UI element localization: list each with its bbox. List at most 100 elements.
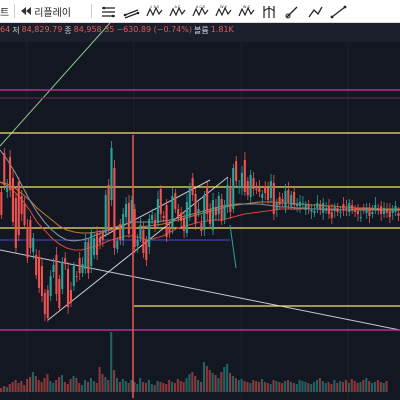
candle (58, 279, 61, 308)
volume-bar (249, 383, 252, 392)
volume-bar (379, 382, 382, 392)
candle (339, 212, 342, 213)
volume-bar (17, 383, 20, 392)
volume-bar (368, 381, 371, 392)
elliott-triangle-abcde-icon[interactable]: A C E (189, 1, 212, 21)
volume-bar (133, 382, 136, 392)
volume-bar (228, 373, 232, 392)
ohlc-legend: 64 저 84,829.79 종 84,958.35 −630.89 (−0.7… (0, 25, 234, 37)
candle (177, 209, 180, 217)
volume-bar (200, 382, 203, 392)
volume-bar (113, 370, 116, 392)
candle (377, 208, 380, 209)
candle (391, 209, 394, 213)
volume-bar (86, 382, 90, 392)
volume-bar (162, 383, 165, 392)
candle (153, 220, 157, 227)
volume-bar (92, 381, 95, 392)
legend-open-value: 64 (0, 25, 11, 34)
drawing-tools: 1 3 5 A C A C E W Y W Z (97, 1, 350, 21)
volume-bar (72, 376, 75, 392)
candle (168, 228, 171, 232)
candle (93, 238, 96, 255)
candle (61, 262, 64, 289)
volume-bar (0, 388, 3, 392)
candle (313, 211, 316, 213)
candle (104, 195, 107, 233)
candle (142, 230, 145, 253)
volume-bar (165, 384, 168, 392)
candle (336, 208, 339, 212)
volume-bar (240, 379, 243, 392)
candle (171, 196, 174, 227)
volume-bar (336, 383, 339, 392)
candle (9, 157, 12, 190)
candle (64, 258, 67, 264)
candle (243, 160, 246, 192)
volume-bar (263, 382, 266, 392)
candle (37, 257, 41, 288)
candle (66, 269, 70, 307)
elliott-impulse-icon[interactable]: 1 3 5 (143, 1, 166, 21)
candle (261, 194, 264, 198)
candle (281, 199, 284, 202)
volume-bar (321, 381, 324, 392)
candle (249, 175, 252, 197)
candle (287, 190, 290, 202)
replay-button[interactable]: 리플레이 (34, 7, 72, 19)
candle (385, 210, 388, 213)
volume-bar (23, 385, 26, 392)
elliott-correction-abc-icon[interactable]: A C (166, 1, 189, 21)
volume-bar (124, 381, 127, 392)
trend-line-icon[interactable] (327, 1, 350, 21)
parallel-channel-icon[interactable] (120, 1, 143, 21)
trendline-white (0, 249, 400, 331)
volume-bar (275, 381, 278, 392)
candle (95, 233, 99, 255)
volume-bar (223, 367, 226, 392)
candle (301, 204, 304, 205)
candle (264, 186, 267, 193)
candle (322, 203, 325, 213)
candle (52, 265, 55, 272)
volume-bar (269, 384, 272, 392)
volume-bar (101, 374, 104, 392)
svg-text:W Z: W Z (243, 5, 251, 9)
volume-bar (362, 380, 365, 392)
volume-bar (185, 378, 188, 392)
candle (353, 211, 357, 212)
volume-bar (110, 332, 113, 392)
path-icon[interactable] (304, 1, 327, 21)
candle (380, 206, 383, 214)
volume-bar (57, 377, 61, 392)
volume-bar (315, 380, 319, 392)
cycle-lines-icon[interactable] (258, 1, 281, 21)
candle (240, 173, 243, 188)
volume-bar (356, 383, 359, 392)
chart-menu-label[interactable]: 트 (0, 7, 10, 19)
brush-icon[interactable] (281, 1, 304, 21)
svg-text:W Y: W Y (220, 5, 228, 9)
volume-bar (382, 383, 385, 392)
moving-average-line (0, 181, 400, 234)
volume-bar (63, 382, 66, 392)
candle (307, 205, 310, 208)
volume-bar (347, 383, 350, 392)
volume-bar (231, 376, 234, 392)
candle (388, 211, 391, 217)
horizontal-lines-icon[interactable] (97, 1, 120, 21)
elliott-double-combo-wxyxz-icon[interactable]: W Z (235, 1, 258, 21)
candle (145, 240, 148, 260)
elliott-combo-wxy-icon[interactable]: W Y (212, 1, 235, 21)
volume-bar (191, 372, 194, 392)
candle (397, 213, 400, 216)
candle (382, 208, 386, 214)
volume-bar (136, 384, 139, 392)
candle (226, 185, 229, 207)
candle (29, 220, 32, 248)
volume-bar (252, 380, 255, 392)
candle (174, 193, 177, 209)
volume-bar (46, 374, 49, 392)
volume-bar (81, 385, 84, 392)
